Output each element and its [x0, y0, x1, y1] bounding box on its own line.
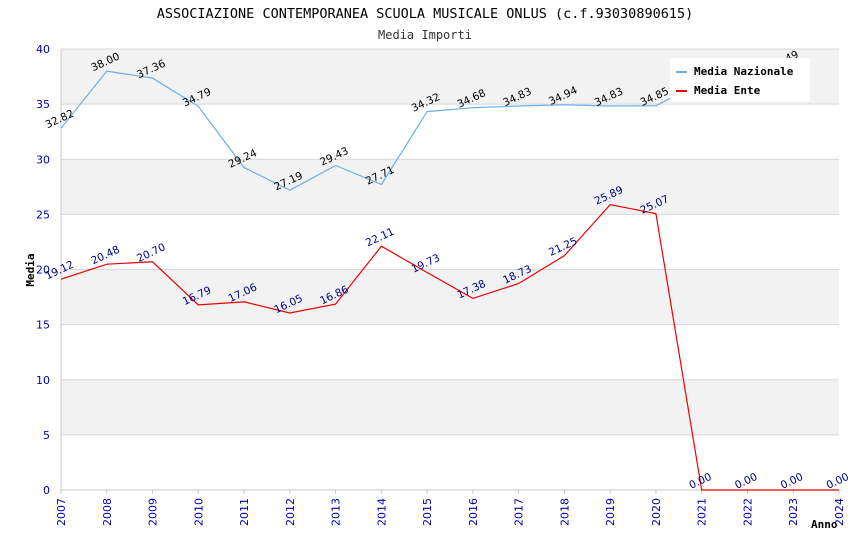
- grid-bands: [61, 48, 839, 491]
- y-tick-label: 5: [43, 429, 50, 442]
- data-label-nazionale: 32.82: [44, 108, 76, 132]
- legend-label-nazionale: Media Nazionale: [694, 65, 794, 78]
- y-tick-label: 20: [36, 264, 50, 277]
- y-tick-labels: 0 5 10 15 20 25 30 35 40: [36, 43, 50, 497]
- y-tick-label: 35: [36, 98, 50, 111]
- y-tick-label: 40: [36, 43, 50, 56]
- legend-box: [670, 58, 810, 101]
- x-tick-label: 2021: [696, 498, 709, 526]
- x-tick-label: 2024: [833, 498, 846, 526]
- y-tick-label: 25: [36, 208, 50, 221]
- series-lines: [60, 70, 839, 491]
- x-tick-label: 2022: [741, 498, 754, 526]
- series-line-nazionale: [60, 70, 702, 191]
- x-tick-label: 2023: [787, 498, 800, 526]
- x-tick-label: 2010: [192, 498, 205, 526]
- data-label-ente: 0.00: [687, 471, 713, 492]
- x-tick-label: 2009: [147, 498, 160, 526]
- chart-subtitle: Media Importi: [378, 28, 472, 42]
- x-axis-title: Anno: [811, 518, 838, 531]
- data-label-ente: 0.00: [825, 471, 850, 492]
- x-tick-label: 2018: [558, 498, 571, 526]
- x-tick-label: 2013: [330, 498, 343, 526]
- legend: Media Nazionale Media Ente: [670, 58, 810, 101]
- x-tick-label: 2008: [101, 498, 114, 526]
- x-tick-labels: 2007 2008 2009 2010 2011 2012 2013 2014 2015 2016…: [55, 498, 846, 526]
- x-tick-label: 2007: [55, 498, 68, 526]
- x-tick-label: 2019: [604, 498, 617, 526]
- data-label-ente: 22.11: [364, 226, 396, 250]
- data-label-ente: 21.25: [547, 235, 579, 259]
- x-tick-label: 2014: [375, 498, 388, 526]
- y-tick-label: 30: [36, 153, 50, 166]
- grid-band: [61, 379, 839, 435]
- y-tick-label: 15: [36, 319, 50, 332]
- grid-band: [61, 159, 839, 215]
- x-tick-label: 2020: [650, 498, 663, 526]
- y-tick-label: 0: [43, 484, 50, 497]
- x-tick-label: 2015: [421, 498, 434, 526]
- data-label-ente: 0.00: [733, 471, 759, 492]
- x-tick-label: 2012: [284, 498, 297, 526]
- x-tick-label: 2016: [467, 498, 480, 526]
- x-tick-label: 2017: [513, 498, 526, 526]
- series-line-ente: [60, 203, 839, 491]
- y-axis-title: Media: [24, 253, 37, 286]
- chart-title: ASSOCIAZIONE CONTEMPORANEA SCUOLA MUSICA…: [157, 6, 693, 22]
- data-label-ente: 0.00: [779, 471, 805, 492]
- legend-label-ente: Media Ente: [694, 84, 761, 97]
- y-tick-label: 10: [36, 374, 50, 387]
- x-tick-label: 2011: [238, 498, 251, 526]
- grid-band: [61, 269, 839, 325]
